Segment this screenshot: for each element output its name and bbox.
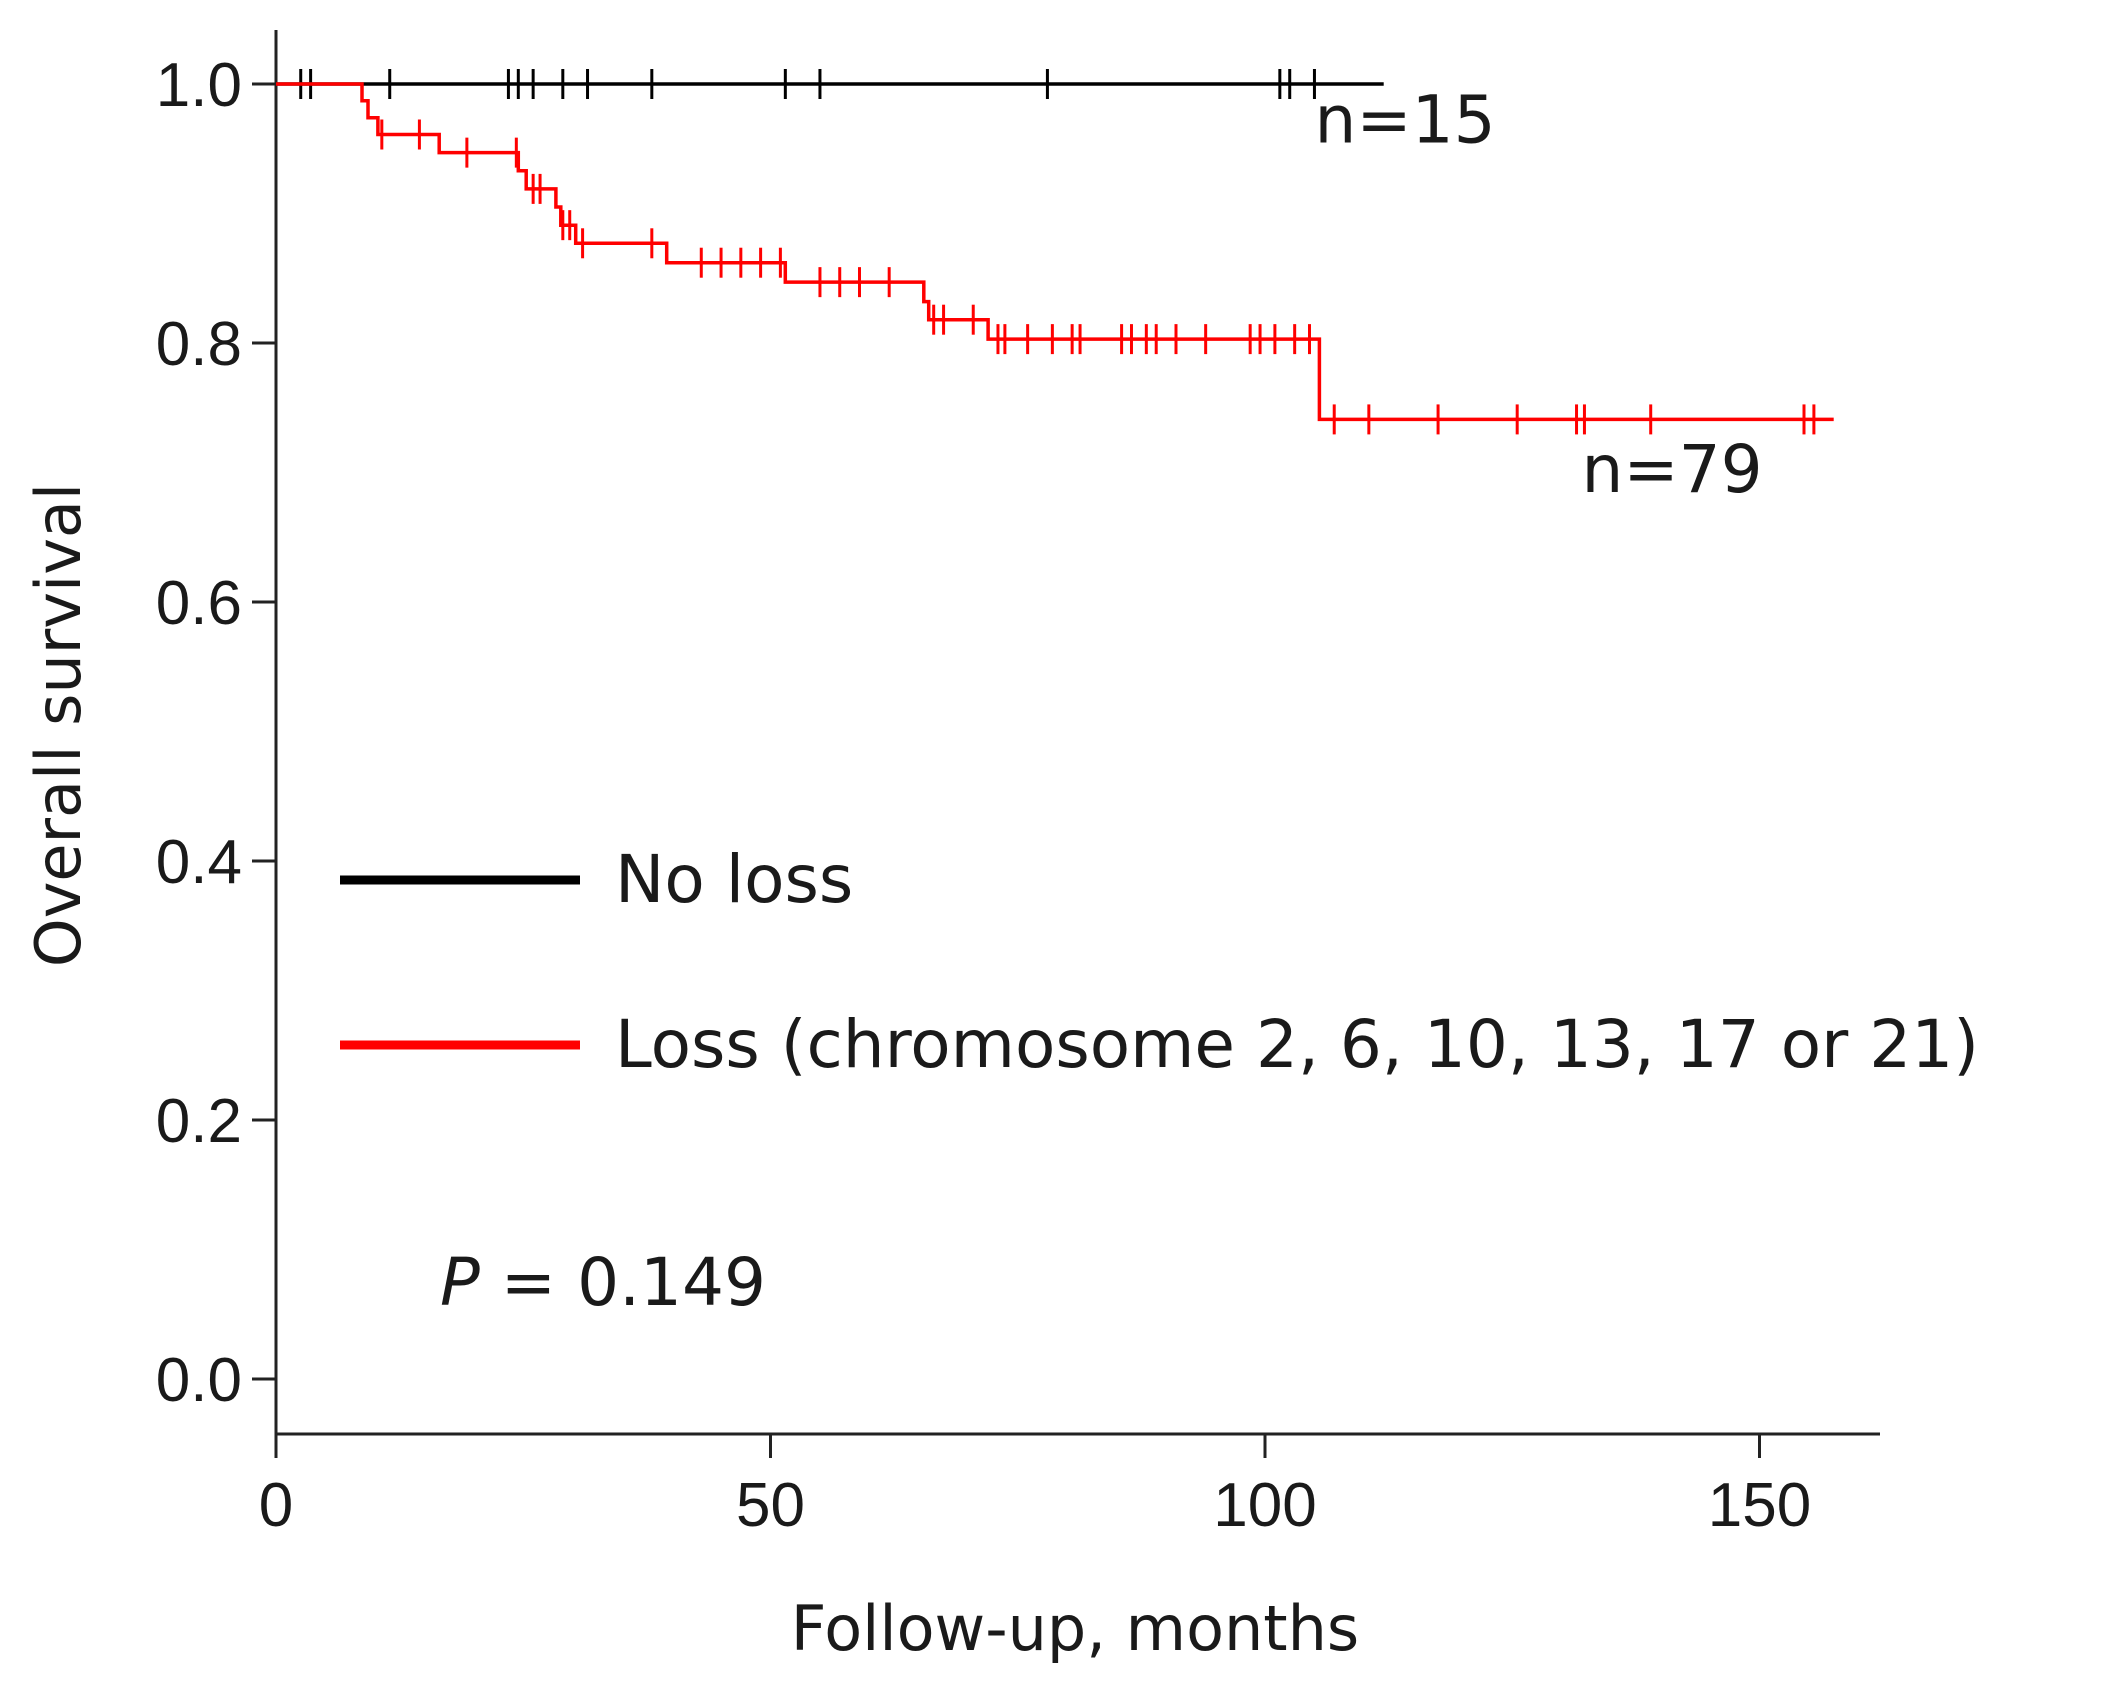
legend: No loss Loss (chromosome 2, 6, 10, 13, 1…: [340, 841, 1979, 1083]
axes: 0.0 0.2 0.4 0.6 0.8 1.0 0 50 100 150: [156, 30, 1880, 1540]
y-tick-label: 0.2: [156, 1087, 242, 1156]
x-axis-title: Follow-up, months: [791, 1592, 1359, 1665]
x-tick-label: 150: [1708, 1471, 1811, 1540]
series-layer: [276, 69, 1834, 435]
y-tick-label: 0.6: [156, 569, 242, 638]
y-axis-title: Overall survival: [22, 483, 95, 967]
x-tick-label: 100: [1213, 1471, 1316, 1540]
n-label-no-loss: n=15: [1315, 81, 1496, 158]
y-tick-label: 0.8: [156, 310, 242, 379]
p-value-annotation: P = 0.149: [440, 1244, 766, 1321]
p-symbol: P: [440, 1244, 480, 1321]
x-tick-label: 0: [259, 1471, 293, 1540]
y-tick-label: 0.0: [156, 1346, 242, 1415]
km-curve-loss: [276, 82, 1834, 422]
n-label-loss: n=79: [1582, 431, 1763, 508]
y-tick-label: 0.4: [156, 828, 242, 897]
p-value-number: = 0.149: [480, 1244, 766, 1321]
legend-label-loss: Loss (chromosome 2, 6, 10, 13, 17 or 21): [615, 1006, 1979, 1083]
labels-layer: Overall survival Follow-up, months n=15 …: [22, 81, 1763, 1665]
x-tick-label: 50: [736, 1471, 805, 1540]
y-tick-label: 1.0: [156, 51, 242, 120]
legend-label-no-loss: No loss: [615, 841, 853, 918]
